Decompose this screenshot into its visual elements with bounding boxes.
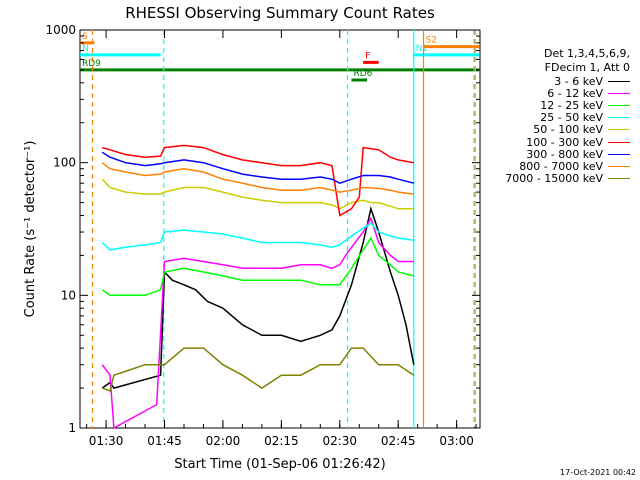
y-tick-label: 1000 <box>45 23 76 37</box>
series-line-3 <box>101 222 414 251</box>
legend-rows: 3 - 6 keV 6 - 12 keV 12 - 25 keV 25 - 50 ke… <box>478 75 630 185</box>
legend-label: 7000 - 15000 keV <box>505 172 603 186</box>
axes-layer: 1 10 100 1000 01:30 01:45 02:00 02:15 02:30 02:45… <box>45 23 480 448</box>
series-layer <box>101 144 415 430</box>
legend-label: 800 - 7000 keV <box>519 159 603 173</box>
legend-entry: 3 - 6 keV <box>478 74 630 88</box>
y-tick-label: 100 <box>53 156 76 170</box>
x-tick-label: 02:00 <box>206 434 241 448</box>
flag-label-rd6: RD6 <box>353 69 372 79</box>
series-line-4 <box>101 178 414 210</box>
x-axis-label: Start Time (01-Sep-06 01:26:42) <box>174 457 385 472</box>
legend-swatch <box>608 129 630 131</box>
legend-swatch <box>608 178 630 180</box>
legend-label: 3 - 6 keV <box>554 74 603 88</box>
series-line-0 <box>101 205 415 389</box>
chart-title: RHESSI Observing Summary Count Rates <box>125 4 435 22</box>
flag-label-s: S <box>82 32 88 42</box>
legend-entry: 300 - 800 keV <box>478 147 630 161</box>
legend-entry: 50 - 100 keV <box>478 123 630 137</box>
legend-header-line: Det 1,3,4,5,6,9, <box>543 47 630 60</box>
legend-label: 25 - 50 keV <box>540 111 603 125</box>
vline-layer <box>91 30 476 428</box>
legend-entry: 25 - 50 keV <box>478 111 630 125</box>
legend-entry: 7000 - 15000 keV <box>478 172 630 186</box>
x-tick-label: 01:45 <box>147 434 182 448</box>
series-line-6 <box>101 151 414 185</box>
x-tick-label: 02:30 <box>322 434 357 448</box>
legend-label: 100 - 300 keV <box>526 135 603 149</box>
legend-label: 6 - 12 keV <box>547 86 603 100</box>
series-line-1 <box>101 216 414 430</box>
y-axis-label: Count Rate (s⁻¹ detector⁻¹) <box>23 141 38 318</box>
legend-swatch <box>608 117 630 119</box>
flag-label-n2: N2 <box>416 44 428 54</box>
legend-entry: 100 - 300 keV <box>478 135 630 149</box>
legend-label: 300 - 800 keV <box>526 147 603 161</box>
legend-label: 50 - 100 keV <box>533 123 603 137</box>
legend-entry: 6 - 12 keV <box>478 86 630 100</box>
flag-label-f: F <box>365 51 370 61</box>
legend-swatch <box>608 153 630 155</box>
legend-swatch <box>608 92 630 94</box>
flag-label-rd9: RD9 <box>82 59 101 69</box>
legend-swatch <box>608 104 630 106</box>
series-line-7 <box>101 162 414 195</box>
series-line-8 <box>101 347 415 392</box>
legend-swatch <box>608 141 630 143</box>
legend-swatch <box>608 80 630 82</box>
x-tick-label: 02:45 <box>381 434 416 448</box>
y-tick-label: 10 <box>61 288 76 302</box>
flag-label-n: N <box>82 44 89 54</box>
series-line-5 <box>101 144 414 217</box>
timestamp: 17-Oct-2021 00:42 <box>560 468 636 477</box>
x-tick-label: 02:15 <box>264 434 299 448</box>
legend-swatch <box>608 165 630 167</box>
x-tick-label: 03:00 <box>439 434 474 448</box>
legend-entry: 800 - 7000 keV <box>478 159 630 173</box>
flag-label-s2: S2 <box>426 36 437 46</box>
legend-entry: 12 - 25 keV <box>478 98 630 112</box>
legend-label: 12 - 25 keV <box>540 98 603 112</box>
legend-header-line: FDecim 1, Att 0 <box>544 61 630 74</box>
y-tick-label: 1 <box>68 421 76 435</box>
x-tick-label: 01:30 <box>89 434 124 448</box>
series-line-2 <box>101 236 414 297</box>
legend: Det 1,3,4,5,6,9, FDecim 1, Att 0 3 - 6 k… <box>478 47 630 185</box>
plot-frame <box>79 29 481 429</box>
